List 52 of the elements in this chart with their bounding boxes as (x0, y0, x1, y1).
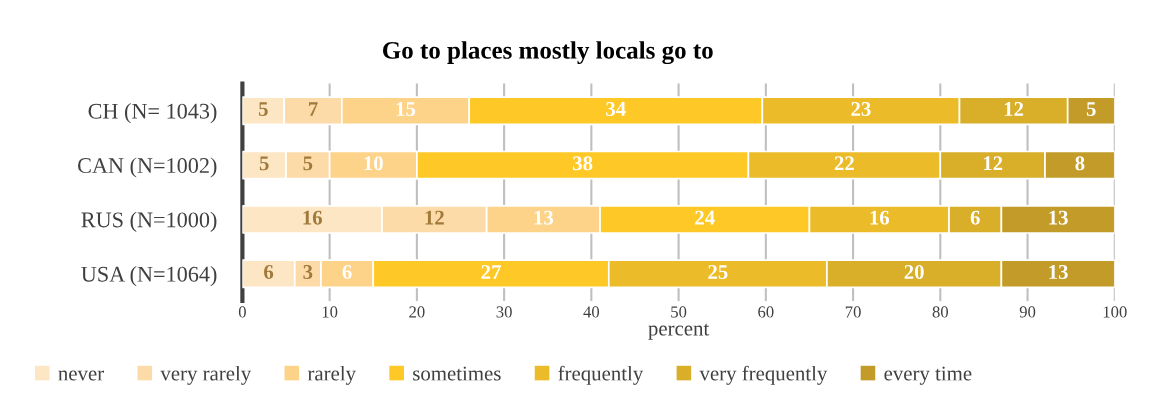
x-tick-label: 100 (1103, 306, 1127, 318)
data-label: 5 (303, 156, 313, 171)
data-label: 12 (425, 210, 444, 225)
data-label: 5 (259, 156, 269, 171)
x-tick-label: 50 (671, 306, 687, 318)
data-label: 13 (1049, 265, 1068, 279)
data-label: 15 (396, 102, 416, 116)
data-label: 22 (834, 156, 854, 171)
x-tick-label: 60 (758, 306, 774, 318)
data-label: 8 (1075, 156, 1085, 171)
data-label: 27 (481, 265, 501, 279)
data-label: 16 (870, 210, 890, 225)
data-label: 16 (303, 210, 322, 225)
data-label: 20 (904, 264, 924, 279)
data-label: 10 (364, 156, 383, 171)
data-label: 13 (1049, 210, 1068, 225)
chart-title: Go to places mostly locals go to (383, 41, 713, 65)
y-tick-label: USA (N=1064) (81, 266, 217, 287)
data-label: 6 (970, 210, 980, 225)
legend-label: rarely (307, 365, 356, 385)
x-tick-label: 10 (322, 306, 338, 318)
x-tick-label: 70 (845, 306, 861, 318)
data-label: 12 (1004, 101, 1024, 116)
x-tick-label: 0 (238, 306, 246, 318)
data-label: 3 (303, 265, 313, 279)
legend-label: very rarely (160, 365, 252, 385)
data-label: 7 (309, 102, 318, 116)
x-tick-label: 40 (583, 306, 600, 318)
x-tick-label: 30 (496, 306, 512, 318)
data-label: 13 (534, 210, 554, 225)
data-label: 34 (606, 101, 626, 116)
data-label: 23 (851, 101, 871, 116)
data-label: 12 (983, 156, 1003, 171)
legend-label: every time (884, 366, 972, 385)
legend-label: never (58, 370, 104, 381)
data-label: 25 (708, 265, 728, 279)
y-tick-label: CAN (N=1002) (78, 157, 217, 178)
y-tick-label: RUS (N=1000) (81, 211, 217, 232)
data-label: 5 (1086, 102, 1096, 116)
x-tick-label: 80 (932, 306, 949, 318)
x-tick-label: 90 (1019, 306, 1036, 318)
data-label: 5 (258, 102, 268, 116)
legend-label: sometimes (413, 366, 501, 381)
y-tick-label: CH (N= 1043) (88, 103, 217, 124)
data-label: 6 (264, 265, 274, 279)
x-axis-title: percent (648, 323, 710, 340)
x-tick-label: 20 (409, 306, 425, 318)
legend-label: frequently (558, 365, 644, 385)
data-label: 38 (573, 156, 593, 171)
data-label: 6 (342, 265, 352, 279)
data-label: 24 (695, 210, 715, 225)
legend-label: very frequently (699, 365, 828, 385)
